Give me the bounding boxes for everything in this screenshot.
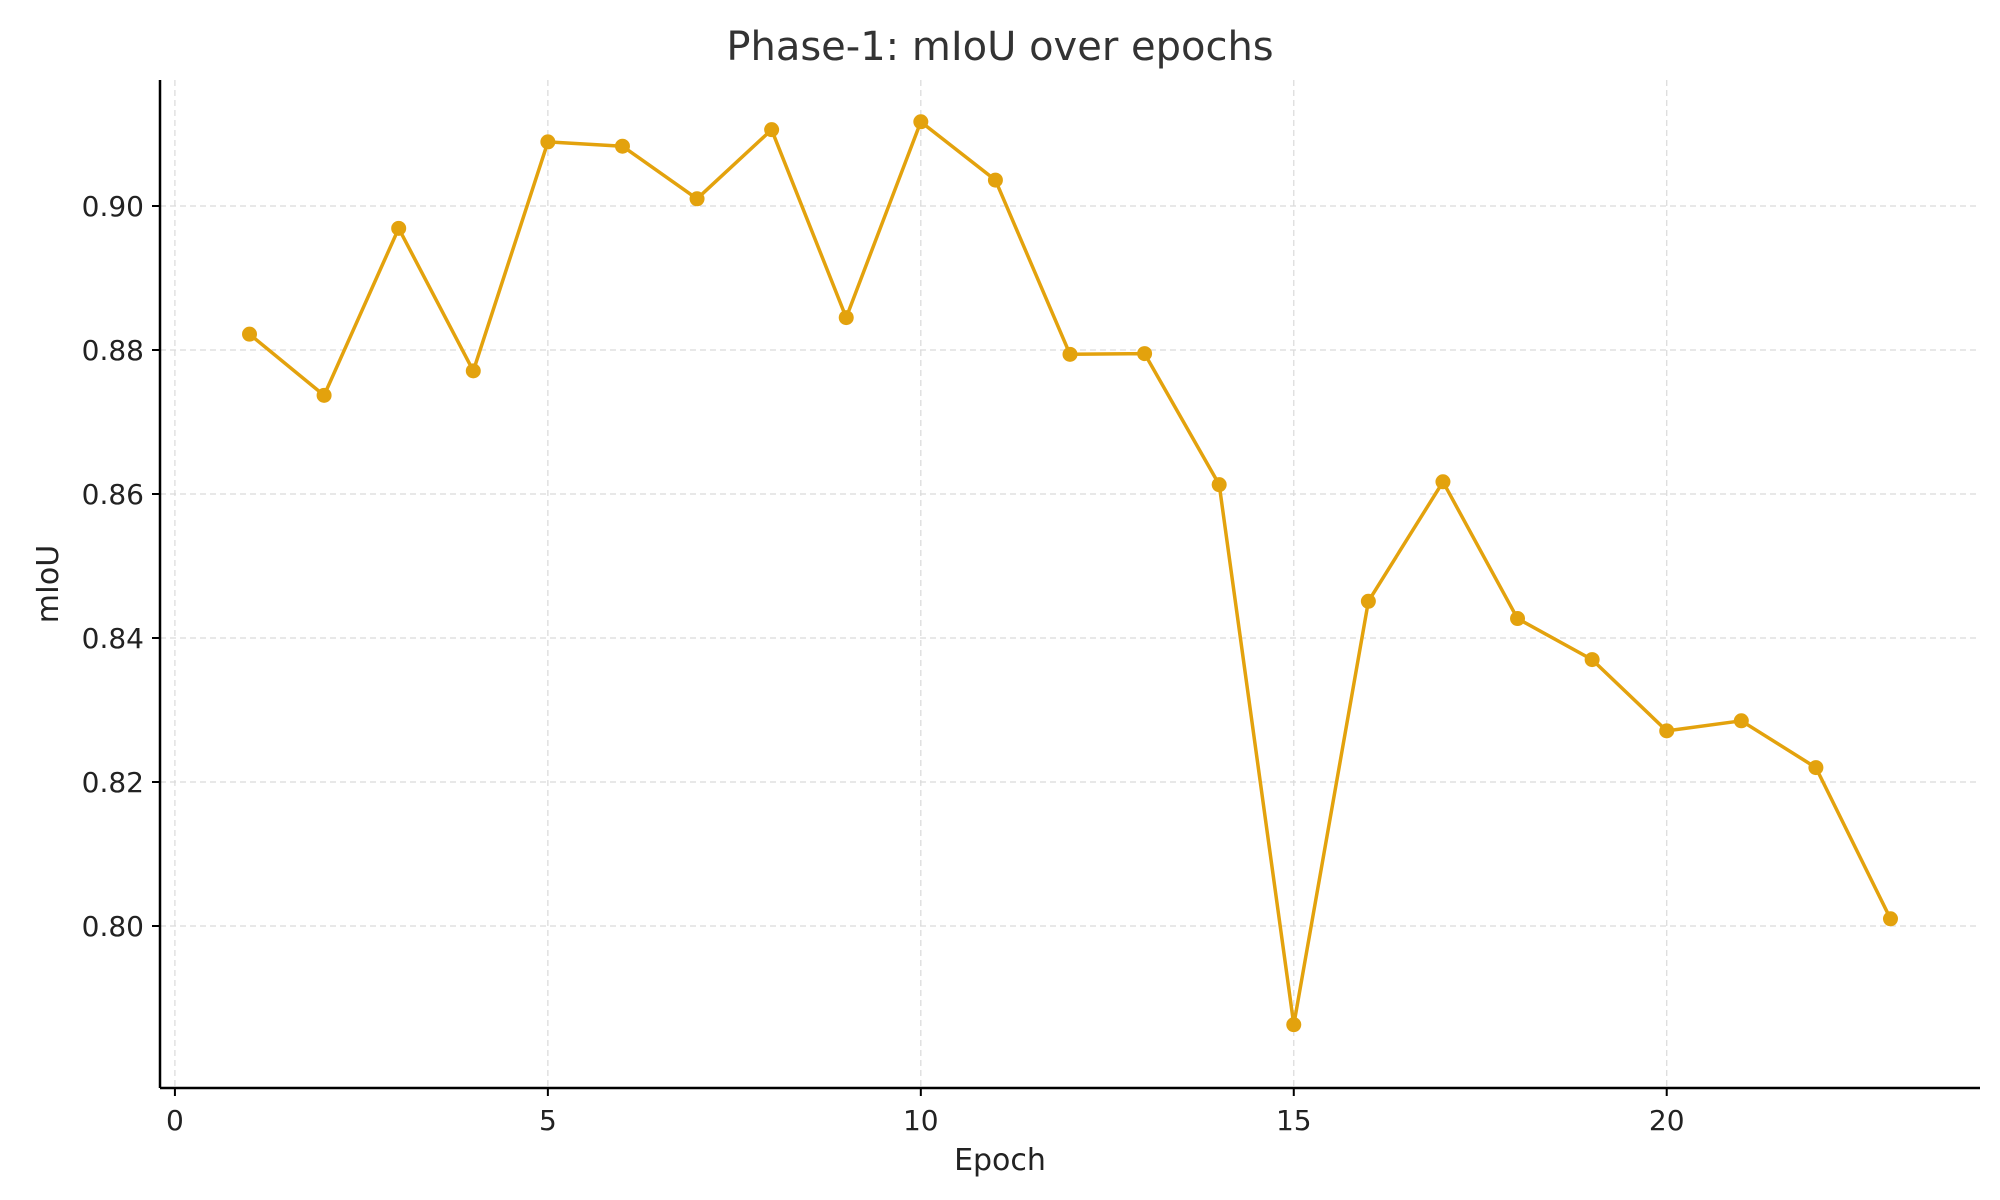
x-tick-label: 20 (1649, 1104, 1685, 1137)
data-point (316, 387, 332, 403)
y-tick-label: 0.88 (82, 334, 144, 367)
data-point (391, 220, 407, 236)
y-tick-label: 0.90 (82, 190, 144, 223)
series-line-miou (248, 120, 1893, 1027)
y-tick-label: 0.84 (82, 622, 144, 655)
data-point (1435, 474, 1451, 490)
data-point (1360, 593, 1376, 609)
series (242, 114, 1898, 1033)
data-point (913, 114, 929, 130)
data-point (1286, 1017, 1302, 1033)
x-tick-label: 10 (903, 1104, 939, 1137)
data-point (838, 310, 854, 326)
data-point (987, 172, 1003, 188)
data-point (1659, 723, 1675, 739)
data-point (242, 326, 258, 342)
data-point (1211, 477, 1227, 493)
data-point (1062, 346, 1078, 362)
x-tick-label: 15 (1276, 1104, 1312, 1137)
data-point (1510, 611, 1526, 627)
y-tick-label: 0.82 (82, 766, 144, 799)
x-axis-label: Epoch (954, 1143, 1046, 1178)
data-point (1882, 911, 1898, 927)
data-point (689, 191, 705, 207)
data-point (764, 122, 780, 138)
grid (160, 80, 1980, 1088)
axes (158, 80, 1980, 1090)
y-axis-label: mIoU (31, 545, 66, 623)
y-tick-label: 0.80 (82, 910, 144, 943)
x-tick-label: 0 (166, 1104, 184, 1137)
chart-title: Phase-1: mIoU over epochs (726, 24, 1273, 70)
x-tick-label: 5 (539, 1104, 557, 1137)
data-point (614, 138, 630, 154)
data-point (1584, 652, 1600, 668)
data-point (1808, 760, 1824, 776)
data-point (540, 134, 556, 150)
data-point (1733, 713, 1749, 729)
y-tick-label: 0.86 (82, 478, 144, 511)
data-point (1137, 346, 1153, 362)
ticks: 0.80 0.82 0.84 0.86 0.88 0.90 0 5 10 15 20 (82, 190, 1685, 1137)
data-point (465, 363, 481, 379)
